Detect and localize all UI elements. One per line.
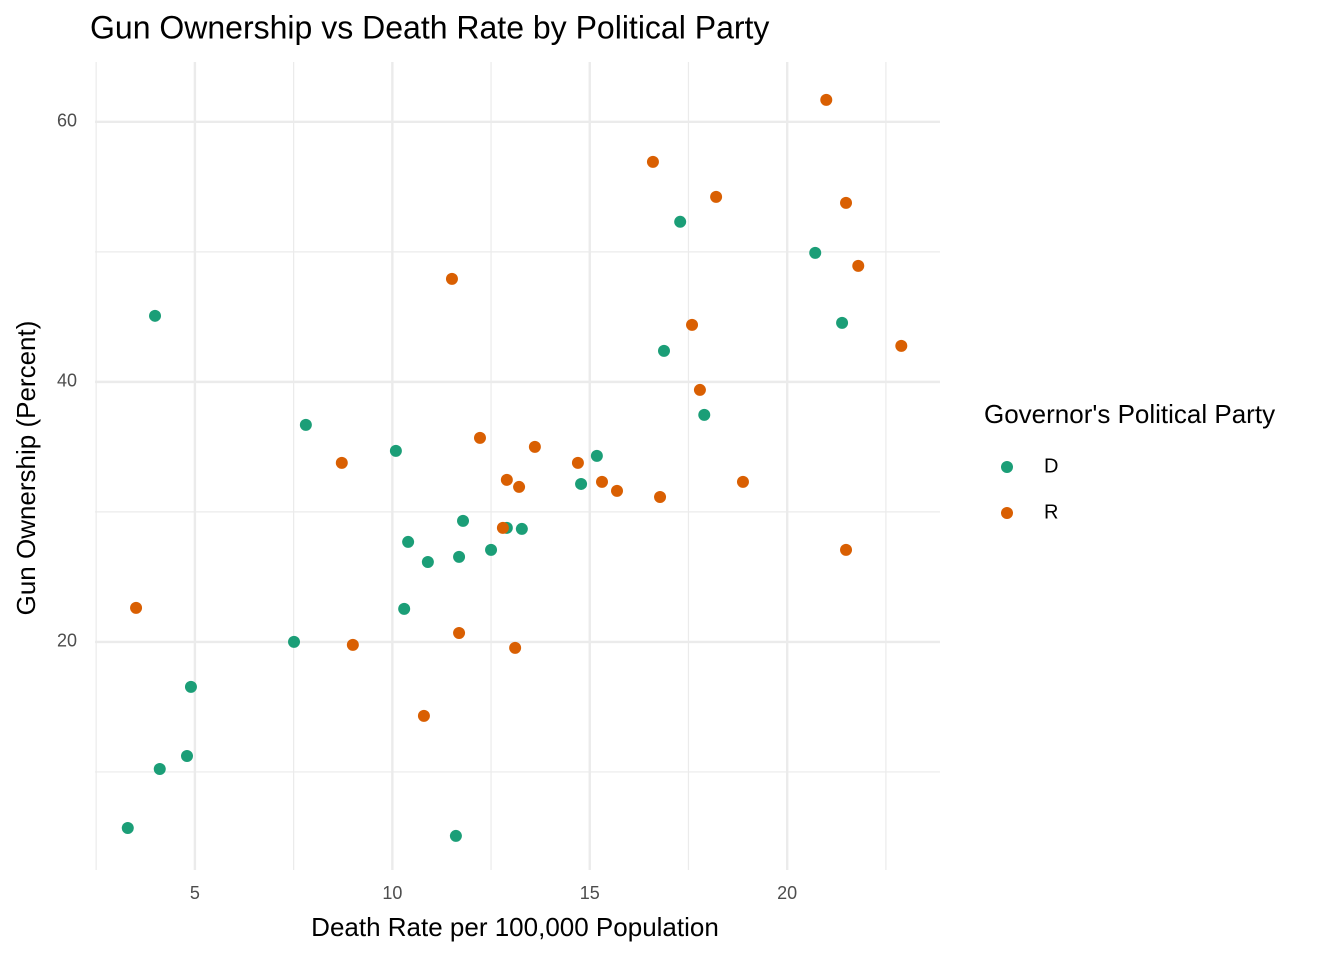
point: [693, 383, 706, 396]
legend-title: Governor's Political Party: [984, 399, 1275, 429]
point: [840, 543, 853, 556]
point: [571, 456, 584, 469]
legend-swatch: [1001, 507, 1013, 519]
point: [646, 155, 659, 168]
point: [181, 749, 194, 762]
point: [288, 635, 301, 648]
point: [809, 246, 822, 259]
point: [575, 477, 588, 490]
point: [445, 272, 458, 285]
point: [674, 215, 687, 228]
chart-title: Gun Ownership vs Death Rate by Political…: [90, 9, 769, 45]
point: [398, 602, 411, 615]
point: [184, 680, 197, 693]
point: [299, 418, 312, 431]
legend-label: R: [1044, 501, 1058, 523]
point: [736, 475, 749, 488]
point: [515, 522, 528, 535]
point: [686, 318, 699, 331]
point: [473, 431, 486, 444]
point: [153, 762, 166, 775]
x-axis-label: Death Rate per 100,000 Population: [311, 912, 719, 942]
x-tick-label: 5: [190, 883, 200, 903]
y-tick-label: 20: [57, 631, 77, 651]
point: [528, 440, 541, 453]
point: [509, 641, 522, 654]
point: [485, 543, 498, 556]
point: [654, 490, 667, 503]
point: [710, 190, 723, 203]
point: [698, 408, 711, 421]
point: [389, 444, 402, 457]
point: [457, 514, 470, 527]
point: [852, 259, 865, 272]
point: [453, 550, 466, 563]
point: [496, 521, 509, 534]
x-tick-label: 20: [777, 883, 797, 903]
point: [590, 449, 603, 462]
x-tick-label: 15: [580, 883, 600, 903]
x-tick-label: 10: [382, 883, 402, 903]
point: [836, 316, 849, 329]
point: [895, 339, 908, 352]
legend-swatch: [1001, 461, 1013, 473]
point: [121, 822, 134, 835]
legend-label: D: [1044, 455, 1058, 477]
point: [402, 535, 415, 548]
point: [335, 456, 348, 469]
point: [346, 638, 359, 651]
point: [840, 196, 853, 209]
y-tick-label: 60: [57, 111, 77, 131]
point: [421, 555, 434, 568]
point: [453, 626, 466, 639]
y-axis-label: Gun Ownership (Percent): [11, 321, 41, 616]
point: [449, 829, 462, 842]
point: [417, 709, 430, 722]
point: [657, 344, 670, 357]
point: [820, 93, 833, 106]
y-tick-label: 40: [57, 371, 77, 391]
point: [130, 601, 143, 614]
point: [500, 473, 513, 486]
point: [596, 475, 608, 488]
point: [611, 484, 624, 497]
point: [513, 480, 526, 493]
point: [149, 309, 162, 322]
